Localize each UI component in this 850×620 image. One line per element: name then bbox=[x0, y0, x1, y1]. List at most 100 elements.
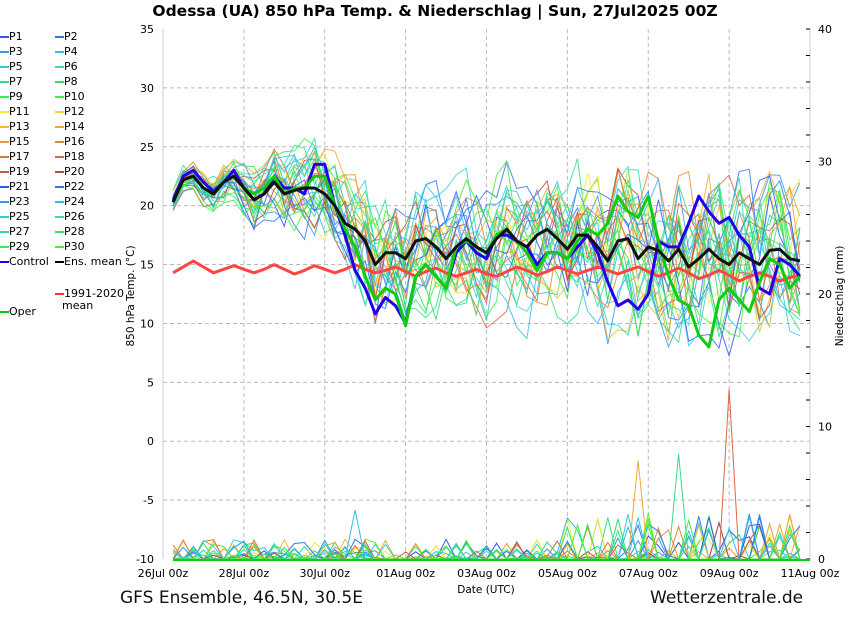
y-tick-label: -10 bbox=[136, 553, 154, 566]
legend-label: 1991-2020 mean bbox=[55, 286, 124, 312]
legend-item-p12: P12 bbox=[55, 106, 85, 118]
legend-label: P28 bbox=[64, 225, 85, 238]
legend-label: P7 bbox=[9, 75, 23, 88]
legend-label: P23 bbox=[9, 195, 30, 208]
legend-item-p9: P9 bbox=[0, 91, 23, 103]
legend-item-p2: P2 bbox=[55, 31, 78, 43]
footer-brand: Wetterzentrale.de bbox=[650, 588, 804, 608]
legend-item-p18: P18 bbox=[55, 151, 85, 163]
legend-swatch bbox=[0, 171, 9, 173]
legend-item-p11: P11 bbox=[0, 106, 30, 118]
y2-tick-label: 20 bbox=[818, 288, 832, 301]
legend-swatch bbox=[55, 126, 64, 128]
legend-label: P4 bbox=[64, 45, 78, 58]
footer-source: GFS Ensemble, 46.5N, 30.5E bbox=[120, 588, 363, 608]
legend-label: P19 bbox=[9, 165, 30, 178]
legend-swatch bbox=[55, 156, 64, 158]
y2-tick-label: 30 bbox=[818, 156, 832, 169]
y-tick-label: 10 bbox=[140, 317, 154, 330]
series-mean bbox=[171, 174, 801, 269]
legend-item-p4: P4 bbox=[55, 46, 78, 58]
legend-item-p20: P20 bbox=[55, 166, 85, 178]
y2-tick-label: 40 bbox=[818, 23, 832, 36]
legend-label: Ens. mean bbox=[64, 255, 122, 268]
x-tick-label: 05Aug 00z bbox=[538, 567, 597, 580]
legend-item-p3: P3 bbox=[0, 46, 23, 58]
legend-swatch bbox=[0, 96, 9, 98]
legend-label: P6 bbox=[64, 60, 78, 73]
x-axis-label: Date (UTC) bbox=[457, 584, 514, 596]
y-tick-label: 35 bbox=[140, 23, 154, 36]
legend-label: P22 bbox=[64, 180, 85, 193]
legend-label: P16 bbox=[64, 135, 85, 148]
legend-label: P11 bbox=[9, 105, 30, 118]
y-tick-label: 30 bbox=[140, 82, 154, 95]
legend-item-p27: P27 bbox=[0, 226, 30, 238]
legend-label: P17 bbox=[9, 150, 30, 163]
legend-swatch bbox=[55, 201, 64, 203]
legend-item-p25: P25 bbox=[0, 211, 30, 223]
member-line-p26 bbox=[172, 144, 801, 327]
grid bbox=[163, 29, 810, 559]
legend-swatch bbox=[0, 141, 9, 143]
y2-tick-label: 10 bbox=[818, 421, 832, 434]
legend-item-1991-2020-mean: 1991-2020 mean bbox=[55, 286, 124, 312]
legend-swatch bbox=[55, 96, 64, 98]
legend-label: P1 bbox=[9, 30, 23, 43]
y-axis-label: 850 hPa Temp. (°C) bbox=[125, 245, 137, 346]
precip-lines bbox=[172, 389, 810, 561]
legend-swatch bbox=[55, 66, 64, 68]
legend-label: P14 bbox=[64, 120, 85, 133]
legend-label: P15 bbox=[9, 135, 30, 148]
legend-label: P30 bbox=[64, 240, 85, 253]
member-line-p22 bbox=[172, 159, 801, 321]
legend-item-p8: P8 bbox=[55, 76, 78, 88]
legend-item-p29: P29 bbox=[0, 241, 30, 253]
legend-swatch bbox=[0, 261, 9, 263]
axes: -10 -5 0 5 10 15 20 25 30 35 26Jul 00z 28Jul 00z 30J… bbox=[136, 23, 840, 580]
legend-swatch bbox=[0, 201, 9, 203]
legend-swatch bbox=[55, 141, 64, 143]
legend-swatch bbox=[55, 51, 64, 53]
legend-swatch bbox=[55, 111, 64, 113]
legend-swatch bbox=[55, 261, 64, 263]
legend-label: P13 bbox=[9, 120, 30, 133]
legend-swatch bbox=[0, 51, 9, 53]
main-lines bbox=[171, 162, 802, 349]
member-line-p28 bbox=[172, 170, 801, 322]
legend-item-ens-mean: Ens. mean bbox=[55, 256, 122, 268]
legend-label: Oper bbox=[9, 304, 36, 318]
y-tick-label: -5 bbox=[143, 494, 154, 507]
x-tick-label: 26Jul 00z bbox=[138, 567, 189, 580]
legend-item-p24: P24 bbox=[55, 196, 85, 208]
legend-label: P2 bbox=[64, 30, 78, 43]
legend-label: P8 bbox=[64, 75, 78, 88]
legend-label: P9 bbox=[9, 90, 23, 103]
legend-item-p15: P15 bbox=[0, 136, 30, 148]
legend-item-p21: P21 bbox=[0, 181, 30, 193]
legend-item-p5: P5 bbox=[0, 61, 23, 73]
series-climate bbox=[172, 259, 801, 283]
legend-item-p17: P17 bbox=[0, 151, 30, 163]
legend-swatch bbox=[0, 36, 9, 38]
y-tick-label: 5 bbox=[147, 376, 154, 389]
legend-swatch bbox=[0, 66, 9, 68]
legend-swatch bbox=[55, 246, 64, 248]
precip-peak bbox=[344, 509, 366, 560]
legend-label: P10 bbox=[64, 90, 85, 103]
y-tick-label: 15 bbox=[140, 259, 154, 272]
legend-label: P3 bbox=[9, 45, 23, 58]
legend-item-p22: P22 bbox=[55, 181, 85, 193]
legend-swatch bbox=[0, 156, 9, 158]
y2-tick-label: 0 bbox=[818, 553, 825, 566]
legend-swatch bbox=[55, 81, 64, 83]
legend-label: P5 bbox=[9, 60, 23, 73]
legend-swatch bbox=[55, 216, 64, 218]
x-tick-label: 01Aug 00z bbox=[376, 567, 435, 580]
legend-item-p16: P16 bbox=[55, 136, 85, 148]
legend-label: P26 bbox=[64, 210, 85, 223]
member-line-p18 bbox=[172, 148, 801, 329]
legend-swatch bbox=[55, 231, 64, 233]
legend-item-p1: P1 bbox=[0, 31, 23, 43]
x-tick-label: 28Jul 00z bbox=[219, 567, 270, 580]
